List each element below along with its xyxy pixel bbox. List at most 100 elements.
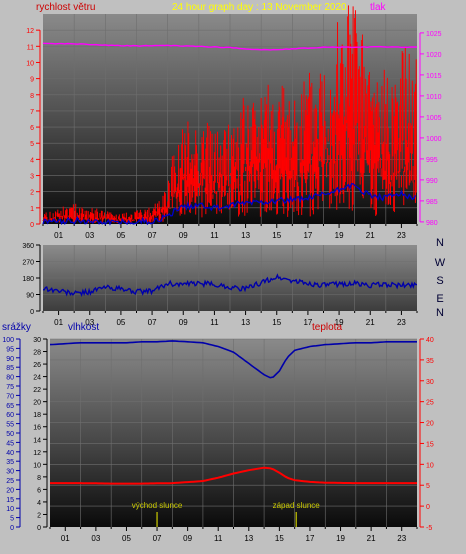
time-tick-label: 15 (272, 318, 281, 327)
wind-direction-gridlines (43, 245, 417, 311)
time-tick-label: 17 (306, 534, 315, 543)
axis-tick-label: 985 (426, 199, 438, 206)
time-tick-label: 03 (85, 231, 94, 240)
axis-tick-label: 6 (37, 487, 41, 494)
compass-label-e: E (436, 293, 443, 305)
sun-markers: východ slunce západ slunce (132, 501, 321, 527)
axis-tick-label: 10 (26, 60, 34, 67)
axis-tick-label: 25 (6, 478, 14, 485)
axis-tick-label: 0 (37, 525, 41, 532)
axis-tick-label: 360 (22, 243, 34, 250)
axis-tick-label: 180 (22, 276, 34, 283)
time-tick-label: 23 (397, 231, 406, 240)
axis-tick-label: 8 (37, 475, 41, 482)
time-tick-label: 09 (183, 534, 192, 543)
axis-tick-label: 1015 (426, 73, 442, 80)
axis-tick-label: 6 (30, 125, 34, 132)
time-tick-label: 07 (148, 231, 157, 240)
time-tick-label: 23 (397, 318, 406, 327)
humidity-series (49, 340, 417, 379)
axis-tick-label: 35 (426, 358, 434, 365)
axis-tick-label: 4 (37, 500, 41, 507)
wind-base-line (42, 182, 416, 226)
axis-tick-label: 20 (6, 487, 14, 494)
axis-tick-label: 2 (37, 512, 41, 519)
time-tick-label: 13 (241, 318, 250, 327)
wind-axis-title: rychlost větru (36, 2, 95, 13)
wind-base-series (42, 182, 416, 226)
axis-tick-label: 60 (6, 412, 14, 419)
humidity-temperature-series (49, 340, 417, 485)
axis-tick-label: 100 (2, 337, 14, 344)
axis-tick-label: 70 (6, 393, 14, 400)
humidity-temperature-gridlines (50, 338, 417, 527)
time-tick-label: 21 (366, 318, 375, 327)
time-tick-label: 11 (210, 231, 219, 240)
axis-tick-label: 12 (26, 28, 34, 35)
humidity-temperature-time-axis: 01 03 05 07 09 11 13 15 17 19 21 23 (49, 527, 418, 543)
axis-tick-label: 980 (426, 220, 438, 227)
time-tick-label: 17 (303, 231, 312, 240)
axis-tick-label: 90 (6, 356, 14, 363)
axis-tick-label: 30 (33, 337, 41, 344)
wind-gust-bars (42, 5, 417, 224)
temperature-axis: -5 0 5 10 15 20 25 30 35 40 (419, 337, 434, 532)
time-tick-label: 01 (61, 534, 70, 543)
time-tick-label: 07 (148, 318, 157, 327)
pressure-axis: 980 985 990 995 1000 1005 1010 1015 1020 1025 (419, 31, 442, 227)
axis-tick-label: 30 (6, 469, 14, 476)
axis-tick-label: 10 (426, 462, 434, 469)
axis-tick-label: 24 (33, 375, 41, 382)
time-tick-label: 15 (275, 534, 284, 543)
time-tick-label: 13 (244, 534, 253, 543)
time-tick-label: 19 (336, 534, 345, 543)
compass-label-n: N (436, 237, 444, 249)
compass-label-s: S (436, 275, 443, 287)
axis-tick-label: -5 (426, 525, 432, 532)
axis-tick-label: 4 (30, 157, 34, 164)
temperature-axis-title: teplota (312, 322, 342, 333)
axis-tick-label: 20 (33, 400, 41, 407)
wind-direction-series (42, 273, 417, 297)
sunset-label: západ slunce (273, 501, 321, 510)
sunrise-label: východ slunce (132, 501, 183, 510)
axis-tick-label: 80 (6, 375, 14, 382)
axis-tick-label: 0 (30, 222, 34, 229)
axis-tick-label: 1000 (426, 136, 442, 143)
axis-tick-label: 0 (30, 309, 34, 316)
axis-tick-label: 28 (33, 350, 41, 357)
axis-tick-label: 1025 (426, 31, 442, 38)
axis-tick-label: 1005 (426, 115, 442, 122)
axis-tick-label: 11 (27, 44, 34, 51)
pressure-axis-title: tlak (370, 2, 387, 13)
axis-tick-label: 45 (6, 440, 14, 447)
time-tick-label: 09 (179, 231, 188, 240)
axis-tick-label: 40 (426, 337, 434, 344)
time-tick-label: 05 (116, 231, 125, 240)
wind-direction-axis: 0 90 180 270 360 (22, 243, 41, 316)
axis-tick-label: 20 (426, 421, 434, 428)
axis-tick-label: 8 (30, 93, 34, 100)
wind-pressure-time-axis: 01 03 05 07 09 11 13 15 17 19 21 23 (42, 224, 418, 240)
time-tick-label: 11 (210, 318, 219, 327)
wind-direction-series (42, 273, 417, 297)
time-tick-label: 21 (367, 534, 376, 543)
axis-tick-label: 15 (426, 441, 434, 448)
time-tick-label: 23 (397, 534, 406, 543)
compass-label-w: W (435, 257, 446, 269)
humidity-temperature-panel: 0510152025303540455055606570758085909510… (2, 337, 434, 543)
time-tick-label: 15 (272, 231, 281, 240)
axis-tick-label: 270 (22, 260, 34, 267)
axis-tick-label: 26 (33, 362, 41, 369)
time-tick-label: 09 (179, 318, 188, 327)
time-tick-label: 11 (214, 534, 223, 543)
axis-tick-label: 85 (6, 365, 14, 372)
axis-tick-label: 10 (33, 462, 41, 469)
axis-tick-label: 5 (30, 141, 34, 148)
